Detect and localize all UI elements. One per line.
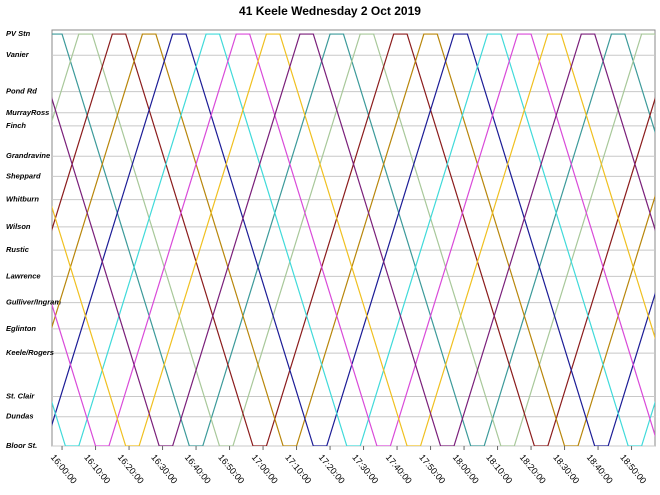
x-tick-label: 16:20:00 (116, 452, 146, 485)
y-tick-label: Sheppard (6, 171, 41, 180)
x-tick-label: 17:20:00 (317, 452, 347, 485)
vehicle-line (52, 33, 655, 446)
vehicle-line (52, 33, 655, 446)
x-tick-label: 17:30:00 (350, 452, 380, 485)
x-tick-label: 16:50:00 (216, 452, 246, 485)
x-tick-label: 17:50:00 (417, 452, 447, 485)
y-tick-label: St. Clair (6, 392, 35, 401)
x-tick-label: 17:40:00 (384, 452, 414, 485)
y-tick-label: Pond Rd (6, 87, 37, 96)
x-tick-label: 17:10:00 (283, 452, 313, 485)
y-tick-label: PV Stn (6, 29, 31, 38)
x-tick-label: 16:30:00 (149, 452, 179, 485)
x-tick-label: 18:40:00 (585, 452, 615, 485)
y-tick-label: MurrayRoss (6, 108, 49, 117)
y-tick-label: Lawrence (6, 271, 41, 280)
y-tick-label: Whitburn (6, 195, 39, 204)
chart-title: 41 Keele Wednesday 2 Oct 2019 (239, 4, 421, 18)
y-tick-label: Rustic (6, 245, 30, 254)
vehicle-line (52, 33, 655, 446)
y-tick-label: Bloor St. (6, 441, 37, 450)
vehicle-line (52, 33, 655, 446)
vehicle-line (52, 33, 655, 446)
y-tick-label: Finch (6, 121, 26, 130)
vehicle-line (52, 33, 655, 446)
x-tick-label: 16:10:00 (82, 452, 112, 485)
y-tick-label: Vanier (6, 50, 30, 59)
x-tick-label: 17:00:00 (250, 452, 280, 485)
y-tick-label: Eglinton (6, 324, 36, 333)
plot-lines (52, 33, 655, 446)
y-tick-label: Wilson (6, 222, 31, 231)
vehicle-line (52, 33, 655, 446)
y-tick-label: Dundas (6, 412, 34, 421)
y-tick-label: Keele/Rogers (6, 348, 54, 357)
x-tick-label: 18:30:00 (551, 452, 581, 485)
x-tick-label: 18:50:00 (618, 452, 648, 485)
vehicle-line (52, 33, 655, 446)
vehicle-line (52, 33, 655, 446)
x-tick-label: 16:00:00 (49, 452, 79, 485)
x-tick-label: 18:20:00 (518, 452, 548, 485)
x-tick-label: 18:00:00 (451, 452, 481, 485)
y-tick-label: Gulliver/Ingram (6, 298, 61, 307)
x-tick-label: 18:10:00 (484, 452, 514, 485)
x-tick-label: 16:40:00 (183, 452, 213, 485)
y-tick-label: Grandravine (6, 151, 50, 160)
